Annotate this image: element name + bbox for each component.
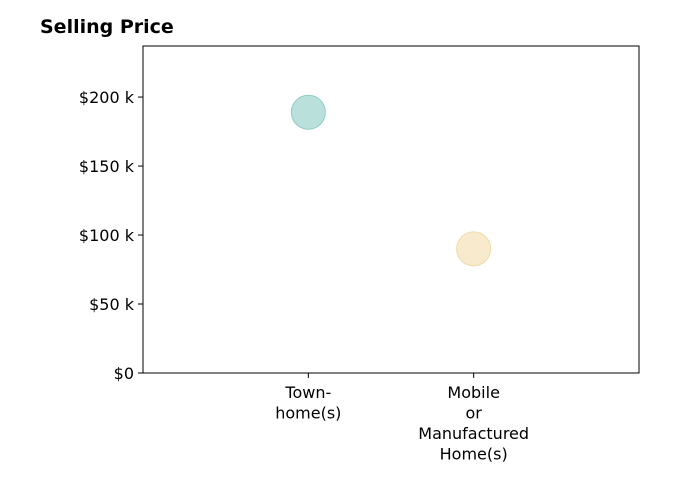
y-tick-label: $150 k bbox=[79, 157, 135, 176]
y-tick-label: $100 k bbox=[79, 226, 135, 245]
plot-frame bbox=[142, 45, 640, 374]
x-axis: Town-home(s) Mobile or Manufactured Home(s) bbox=[275, 373, 529, 464]
y-tick-label: $200 k bbox=[79, 88, 135, 107]
y-tick-label: $50 k bbox=[89, 295, 135, 314]
x-tick-label: Town-home(s) bbox=[275, 383, 341, 423]
y-tick-label: $0 bbox=[114, 364, 134, 383]
data-points bbox=[290, 94, 492, 267]
y-axis: $0 $50 k $100 k $150 k $200 k bbox=[79, 88, 143, 383]
x-tick-label: Mobile or Manufactured Home(s) bbox=[418, 383, 529, 464]
data-point bbox=[290, 94, 326, 130]
chart-title: Selling Price bbox=[40, 16, 174, 38]
data-point bbox=[456, 231, 492, 267]
